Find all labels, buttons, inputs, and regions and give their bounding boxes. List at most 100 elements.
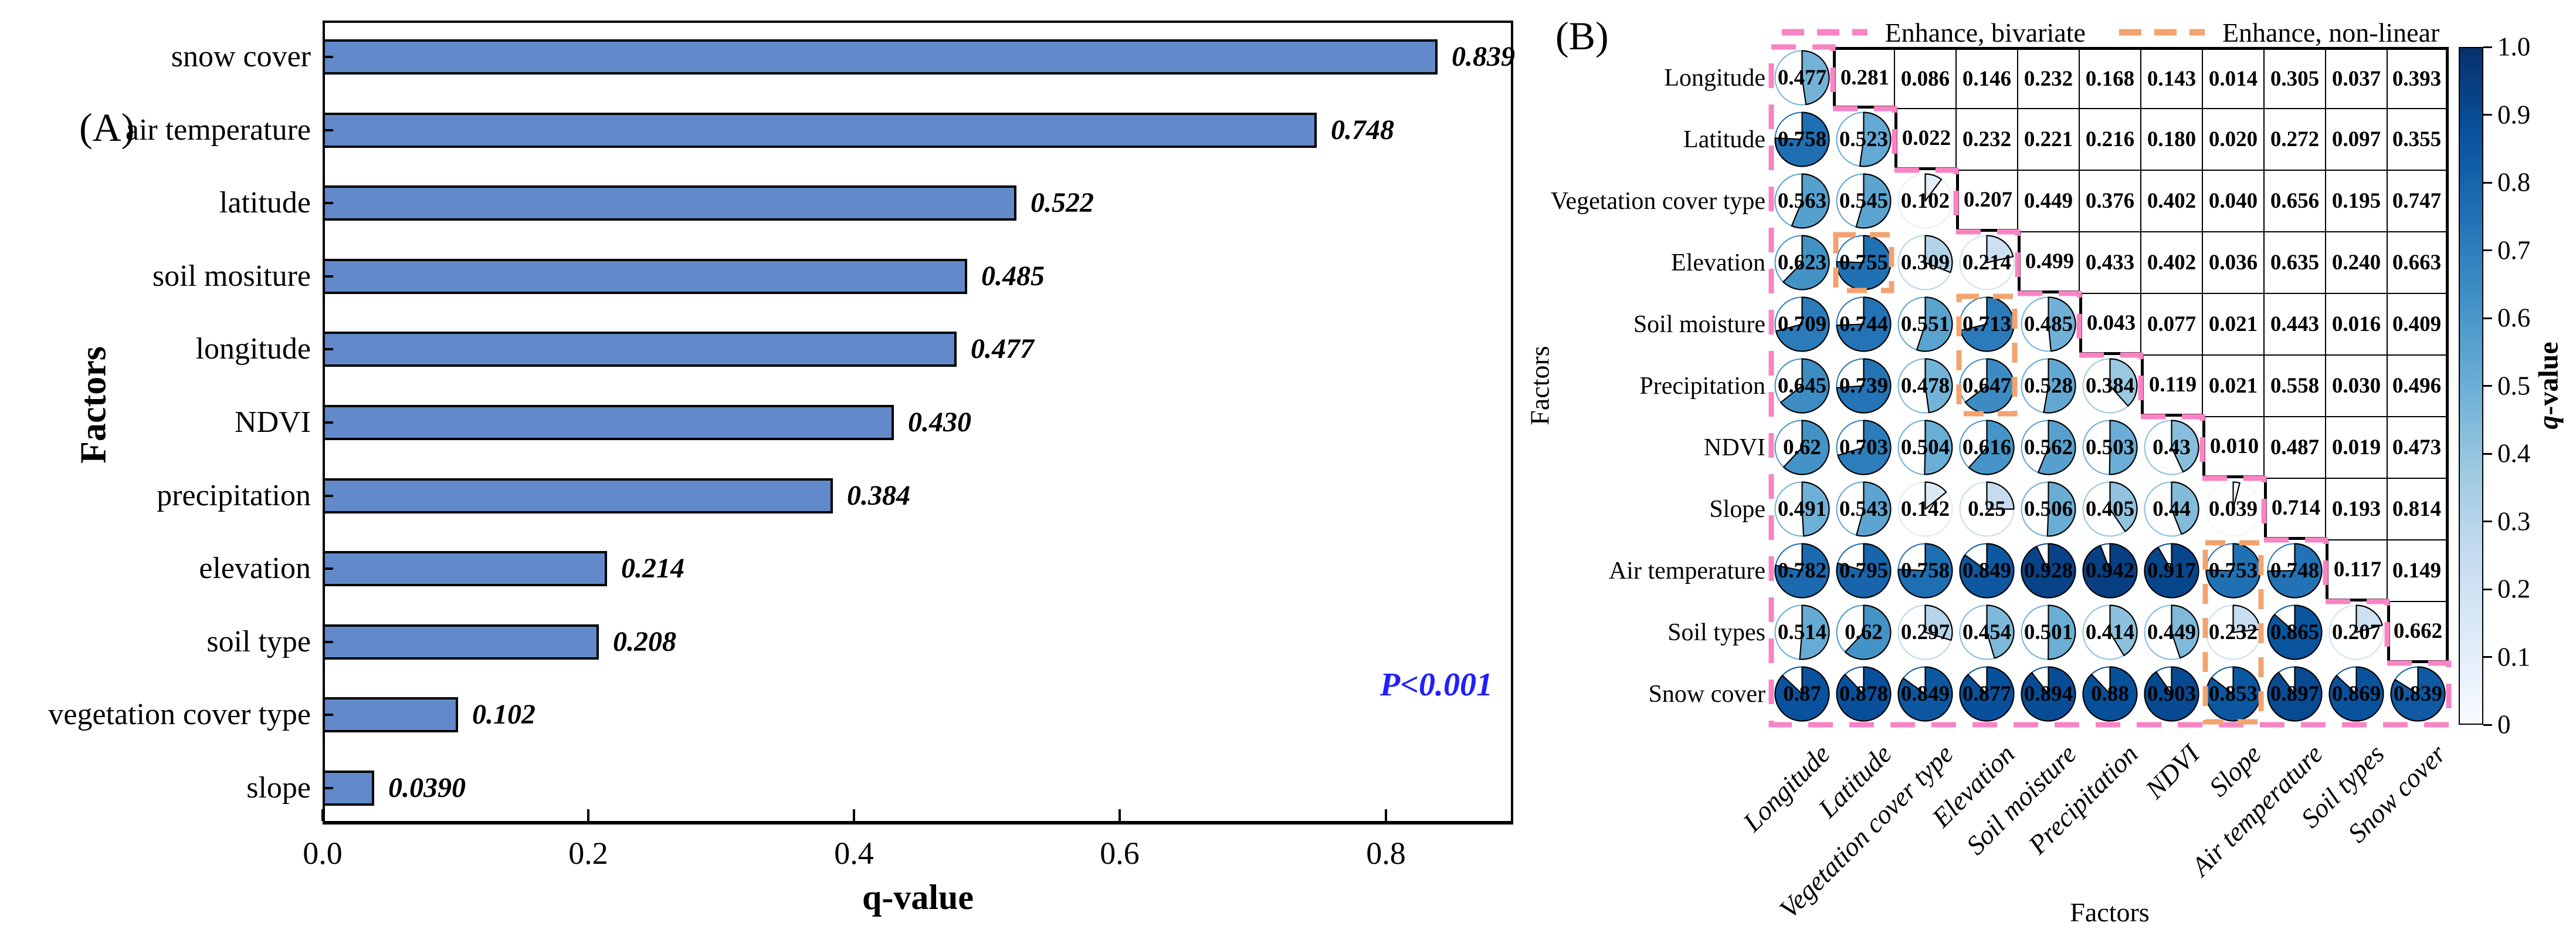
bar-latitude <box>323 185 1016 221</box>
matrix-pie-value: 0.758 <box>1900 559 1950 583</box>
matrix-pie-value: 0.869 <box>2331 682 2381 706</box>
bar-category-label: soil type <box>206 625 311 658</box>
matrix-interaction-pie: 0.758 <box>1771 109 1833 170</box>
matrix-upper-cell: 0.558 <box>2264 355 2326 417</box>
x-axis-tick-label: 0.2 <box>568 836 608 871</box>
matrix-upper-value: 0.036 <box>2208 251 2258 275</box>
matrix-interaction-pie: 0.709 <box>1771 293 1833 355</box>
matrix-upper-value: 0.221 <box>2023 127 2073 151</box>
matrix-interaction-pie: 0.645 <box>1771 355 1833 417</box>
x-axis-tick <box>853 809 855 821</box>
matrix-row-label: Longitude <box>1664 65 1765 92</box>
matrix-interaction-pie: 0.232 <box>2202 602 2264 663</box>
bar-value-label: 0.839 <box>1452 41 1515 72</box>
matrix-upper-cell: 0.207 <box>1956 170 2018 232</box>
matrix-upper-value: 0.714 <box>2271 496 2321 520</box>
matrix-upper-cell: 0.097 <box>2326 109 2387 170</box>
matrix-pie-value: 0.384 <box>2085 374 2135 398</box>
matrix-interaction-pie: 0.62 <box>1771 417 1833 478</box>
matrix-upper-cell: 0.409 <box>2387 293 2449 355</box>
matrix-upper-cell: 0.449 <box>2018 170 2079 232</box>
y-axis-tick <box>323 421 333 424</box>
matrix-upper-value: 0.281 <box>1840 66 1890 90</box>
matrix-upper-cell: 0.040 <box>2202 170 2264 232</box>
matrix-row-label: Precipitation <box>1639 373 1765 400</box>
matrix-row-label: Latitude <box>1683 126 1765 153</box>
matrix-upper-value: 0.473 <box>2392 435 2442 459</box>
matrix-upper-value: 0.016 <box>2331 312 2381 336</box>
matrix-diagonal-pie: 0.102 <box>1894 170 1956 232</box>
matrix-upper-cell: 0.355 <box>2387 109 2449 170</box>
matrix-pie-value: 0.485 <box>2023 312 2073 336</box>
matrix-upper-cell: 0.010 <box>2202 417 2264 478</box>
colorbar-tick-label: 0.2 <box>2497 574 2531 604</box>
matrix-row-label: Elevation <box>1671 249 1765 276</box>
matrix-pie-value: 0.232 <box>2208 620 2258 644</box>
colorbar-tick-label: 0.1 <box>2497 642 2531 672</box>
matrix-pie-value: 0.849 <box>1900 682 1950 706</box>
matrix-interaction-pie: 0.869 <box>2326 663 2387 725</box>
matrix-pie-value: 0.877 <box>1962 682 2012 706</box>
matrix-interaction-pie: 0.849 <box>1894 663 1956 725</box>
matrix-pie-value: 0.645 <box>1777 374 1827 398</box>
x-axis-tick <box>1118 809 1121 821</box>
matrix-upper-value: 0.019 <box>2331 435 2381 459</box>
matrix-upper-value: 0.499 <box>2025 249 2075 273</box>
y-axis-tick <box>323 348 333 350</box>
colorbar-axis-title: q-value <box>2533 342 2565 429</box>
matrix-pie-value: 0.207 <box>2331 620 2381 644</box>
matrix-interaction-pie: 0.142 <box>1894 478 1956 540</box>
matrix-pie-value: 0.503 <box>2085 435 2135 459</box>
matrix-interaction-pie: 0.865 <box>2264 602 2326 663</box>
matrix-upper-value: 0.022 <box>1902 126 1951 150</box>
matrix-interaction-pie: 0.504 <box>1894 417 1956 478</box>
panel-a-x-axis-title: q-value <box>862 878 974 917</box>
bar-category-label: slope <box>246 771 311 805</box>
bar-category-label: latitude <box>219 186 311 219</box>
bar-precipitation <box>323 478 833 513</box>
panel-b-interaction-matrix: 0.477 0.281 0.086 0.146 0.232 0.168 0.143 0.014… <box>1768 44 2452 728</box>
matrix-interaction-pie: 0.545 <box>1833 170 1894 232</box>
matrix-upper-value: 0.376 <box>2085 189 2135 213</box>
matrix-diagonal-pie: 0.839 <box>2387 663 2449 725</box>
matrix-interaction-pie: 0.849 <box>1956 540 2018 602</box>
matrix-upper-value: 0.097 <box>2331 127 2381 151</box>
bar-elevation <box>323 551 607 586</box>
matrix-pie-value: 0.309 <box>1900 251 1950 275</box>
matrix-upper-cell: 0.221 <box>2018 109 2079 170</box>
matrix-pie-value: 0.88 <box>2091 682 2129 706</box>
matrix-upper-value: 0.232 <box>1962 127 2012 151</box>
matrix-interaction-pie: 0.647 <box>1956 355 2018 417</box>
colorbar-tick-label: 0 <box>2497 709 2511 739</box>
matrix-interaction-pie: 0.903 <box>2141 663 2202 725</box>
bar-category-label: NDVI <box>235 406 311 439</box>
bar-value-label: 0.430 <box>908 407 971 438</box>
matrix-upper-value: 0.814 <box>2392 497 2442 521</box>
matrix-upper-cell: 0.149 <box>2387 540 2449 602</box>
matrix-interaction-pie: 0.449 <box>2141 602 2202 663</box>
matrix-upper-cell: 0.376 <box>2079 170 2141 232</box>
matrix-pie-value: 0.501 <box>2023 620 2073 644</box>
matrix-upper-cell: 0.814 <box>2387 478 2449 540</box>
matrix-interaction-pie: 0.62 <box>1833 602 1894 663</box>
matrix-interaction-pie: 0.928 <box>2018 540 2079 602</box>
matrix-pie-value: 0.478 <box>1900 374 1950 398</box>
y-axis-tick <box>323 495 333 497</box>
bar-category-label: elevation <box>199 552 311 585</box>
legend-dash-sample <box>1781 29 1867 36</box>
matrix-upper-cell: 0.714 <box>2264 478 2326 540</box>
matrix-pie-value: 0.102 <box>1900 189 1950 213</box>
matrix-upper-value: 0.014 <box>2208 67 2258 91</box>
matrix-row-label: NDVI <box>1704 434 1765 461</box>
matrix-upper-cell: 0.272 <box>2264 109 2326 170</box>
bar-value-label: 0.522 <box>1031 187 1094 218</box>
matrix-interaction-pie: 0.942 <box>2079 540 2141 602</box>
matrix-pie-value: 0.477 <box>1777 66 1827 90</box>
matrix-interaction-pie: 0.478 <box>1894 355 1956 417</box>
colorbar-tick <box>2483 249 2492 251</box>
matrix-upper-cell: 0.240 <box>2326 232 2387 293</box>
matrix-pie-value: 0.753 <box>2208 559 2258 583</box>
matrix-upper-value: 0.030 <box>2331 374 2381 398</box>
matrix-pie-value: 0.865 <box>2270 620 2320 644</box>
